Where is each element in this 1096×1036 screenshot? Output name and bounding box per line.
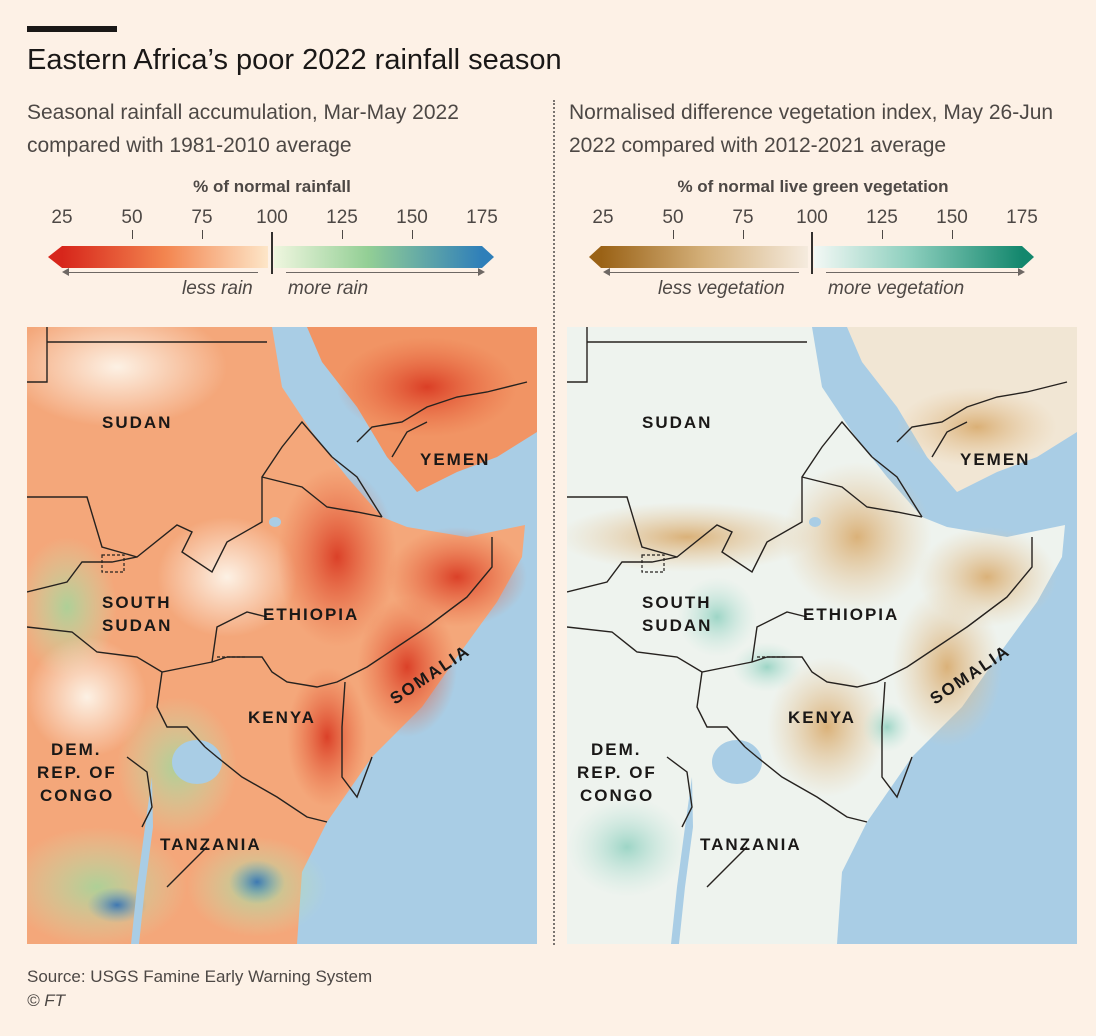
map-label-yemen: YEMEN xyxy=(420,450,490,469)
map-label-tanzania: TANZANIA xyxy=(160,835,262,854)
right-100-marker xyxy=(811,232,813,274)
right-tickmark xyxy=(743,230,744,239)
source-note: Source: USGS Famine Early Warning System xyxy=(27,967,373,986)
map-label-drc-1: DEM. xyxy=(591,740,642,759)
left-tickmark xyxy=(202,230,203,239)
left-100-marker xyxy=(271,232,273,274)
right-ramp-low-arrow xyxy=(589,246,601,268)
right-ramp-high-arrow xyxy=(1022,246,1034,268)
panel-divider xyxy=(553,100,555,945)
map-label-south-sudan-2: SUDAN xyxy=(642,616,712,635)
right-more-arrow xyxy=(826,272,1020,273)
map-label-south-sudan-1: SOUTH xyxy=(102,593,172,612)
map-label-drc-3: CONGO xyxy=(580,786,654,805)
right-less-arrowhead xyxy=(603,268,610,276)
left-tick-150: 150 xyxy=(396,207,428,228)
right-subtitle: Normalised difference vegetation index, … xyxy=(569,101,1054,157)
left-tickmark xyxy=(412,230,413,239)
vegetation-map: SUDAN YEMEN SOUTH SUDAN ETHIOPIA SOMALIA… xyxy=(567,327,1077,944)
left-color-ramp xyxy=(48,246,494,268)
map-label-kenya: KENYA xyxy=(248,708,316,727)
rainfall-map: SUDAN YEMEN SOUTH SUDAN ETHIOPIA SOMALIA… xyxy=(27,327,537,944)
map-label-ethiopia: ETHIOPIA xyxy=(263,605,359,624)
right-tickmark xyxy=(673,230,674,239)
right-tick-50: 50 xyxy=(662,207,684,228)
map-label-sudan: SUDAN xyxy=(102,413,172,432)
left-less-arrowhead xyxy=(62,268,69,276)
left-tickmark xyxy=(342,230,343,239)
left-subtitle: Seasonal rainfall accumulation, Mar-May … xyxy=(27,101,459,157)
right-tickmark xyxy=(952,230,953,239)
left-tick-50: 50 xyxy=(121,207,143,228)
right-more-label: more vegetation xyxy=(828,278,965,299)
right-tickmark xyxy=(882,230,883,239)
left-more-label: more rain xyxy=(288,278,369,299)
map-label-drc-3: CONGO xyxy=(40,786,114,805)
map-label-ethiopia: ETHIOPIA xyxy=(803,605,899,624)
ft-top-bar xyxy=(27,26,117,32)
right-color-ramp xyxy=(589,246,1034,268)
map-label-sudan: SUDAN xyxy=(642,413,712,432)
map-label-drc-2: REP. OF xyxy=(37,763,117,782)
right-tick-150: 150 xyxy=(936,207,968,228)
left-legend-title: % of normal rainfall xyxy=(193,177,351,196)
map-label-yemen: YEMEN xyxy=(960,450,1030,469)
right-tick-25: 25 xyxy=(592,207,614,228)
left-tick-100: 100 xyxy=(256,207,288,228)
left-more-arrow xyxy=(286,272,480,273)
map-label-drc-1: DEM. xyxy=(51,740,102,759)
left-less-arrow xyxy=(64,272,258,273)
map-label-south-sudan-1: SOUTH xyxy=(642,593,712,612)
left-tick-25: 25 xyxy=(51,207,73,228)
left-more-arrowhead xyxy=(478,268,485,276)
left-tick-75: 75 xyxy=(191,207,213,228)
right-less-arrow xyxy=(605,272,799,273)
chart-title: Eastern Africa’s poor 2022 rainfall seas… xyxy=(27,44,562,76)
map-label-kenya: KENYA xyxy=(788,708,856,727)
left-ramp-low-arrow xyxy=(48,246,62,268)
right-legend-title: % of normal live green vegetation xyxy=(677,177,949,196)
right-tick-175: 175 xyxy=(1006,207,1038,228)
map-label-south-sudan-2: SUDAN xyxy=(102,616,172,635)
left-less-label: less rain xyxy=(182,278,253,299)
right-less-label: less vegetation xyxy=(658,278,785,299)
map-label-drc-2: REP. OF xyxy=(577,763,657,782)
left-tickmark xyxy=(132,230,133,239)
right-tick-75: 75 xyxy=(732,207,754,228)
left-ramp-high-arrow xyxy=(482,246,494,268)
left-tick-175: 175 xyxy=(466,207,498,228)
map-label-tanzania: TANZANIA xyxy=(700,835,802,854)
right-tick-100: 100 xyxy=(796,207,828,228)
right-tick-125: 125 xyxy=(866,207,898,228)
ft-credit: © FT xyxy=(27,991,66,1010)
right-more-arrowhead xyxy=(1018,268,1025,276)
left-tick-125: 125 xyxy=(326,207,358,228)
